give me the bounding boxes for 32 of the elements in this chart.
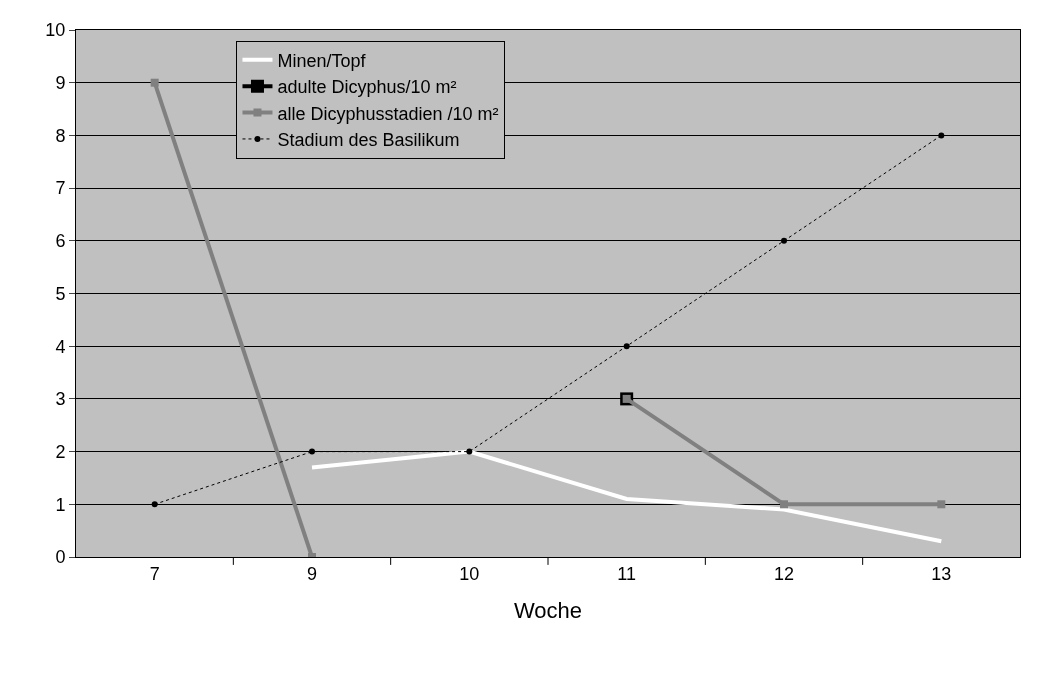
y-tick-label: 2 <box>55 441 66 462</box>
y-tick-label: 6 <box>55 231 66 252</box>
x-tick-label: 13 <box>931 563 952 584</box>
legend-label: adulte Dicyphus/10 m² <box>277 77 457 98</box>
y-tick-label: 1 <box>55 494 66 515</box>
point <box>151 501 158 508</box>
legend-label: Stadium des Basilikum <box>277 129 460 150</box>
y-tick-label: 7 <box>55 178 66 199</box>
y-tick-label: 4 <box>55 336 66 357</box>
point <box>780 500 788 509</box>
point <box>938 132 945 139</box>
y-tick-label: 8 <box>55 125 66 146</box>
y-tick-label: 5 <box>55 283 66 304</box>
x-tick-label: 9 <box>306 563 318 584</box>
point <box>781 237 787 244</box>
x-tick-label: 10 <box>459 563 480 584</box>
y-tick-label: 3 <box>55 389 66 410</box>
point <box>623 343 630 350</box>
y-tick-label: 10 <box>45 20 66 41</box>
point <box>937 500 946 509</box>
x-axis-title: Woche <box>513 598 583 624</box>
point <box>150 78 159 87</box>
point <box>466 448 473 455</box>
line-series <box>310 449 944 544</box>
legend-label: Minen/Topf <box>277 50 367 71</box>
x-tick-label: 11 <box>617 563 637 584</box>
y-tick-label: 9 <box>55 73 66 93</box>
x-tick-label: 7 <box>149 563 160 584</box>
point <box>309 448 315 455</box>
x-tick-label: 12 <box>773 563 795 584</box>
legend-label: alle Dicyphusstadien /10 m² <box>277 103 499 124</box>
y-tick-label: 0 <box>55 547 66 568</box>
